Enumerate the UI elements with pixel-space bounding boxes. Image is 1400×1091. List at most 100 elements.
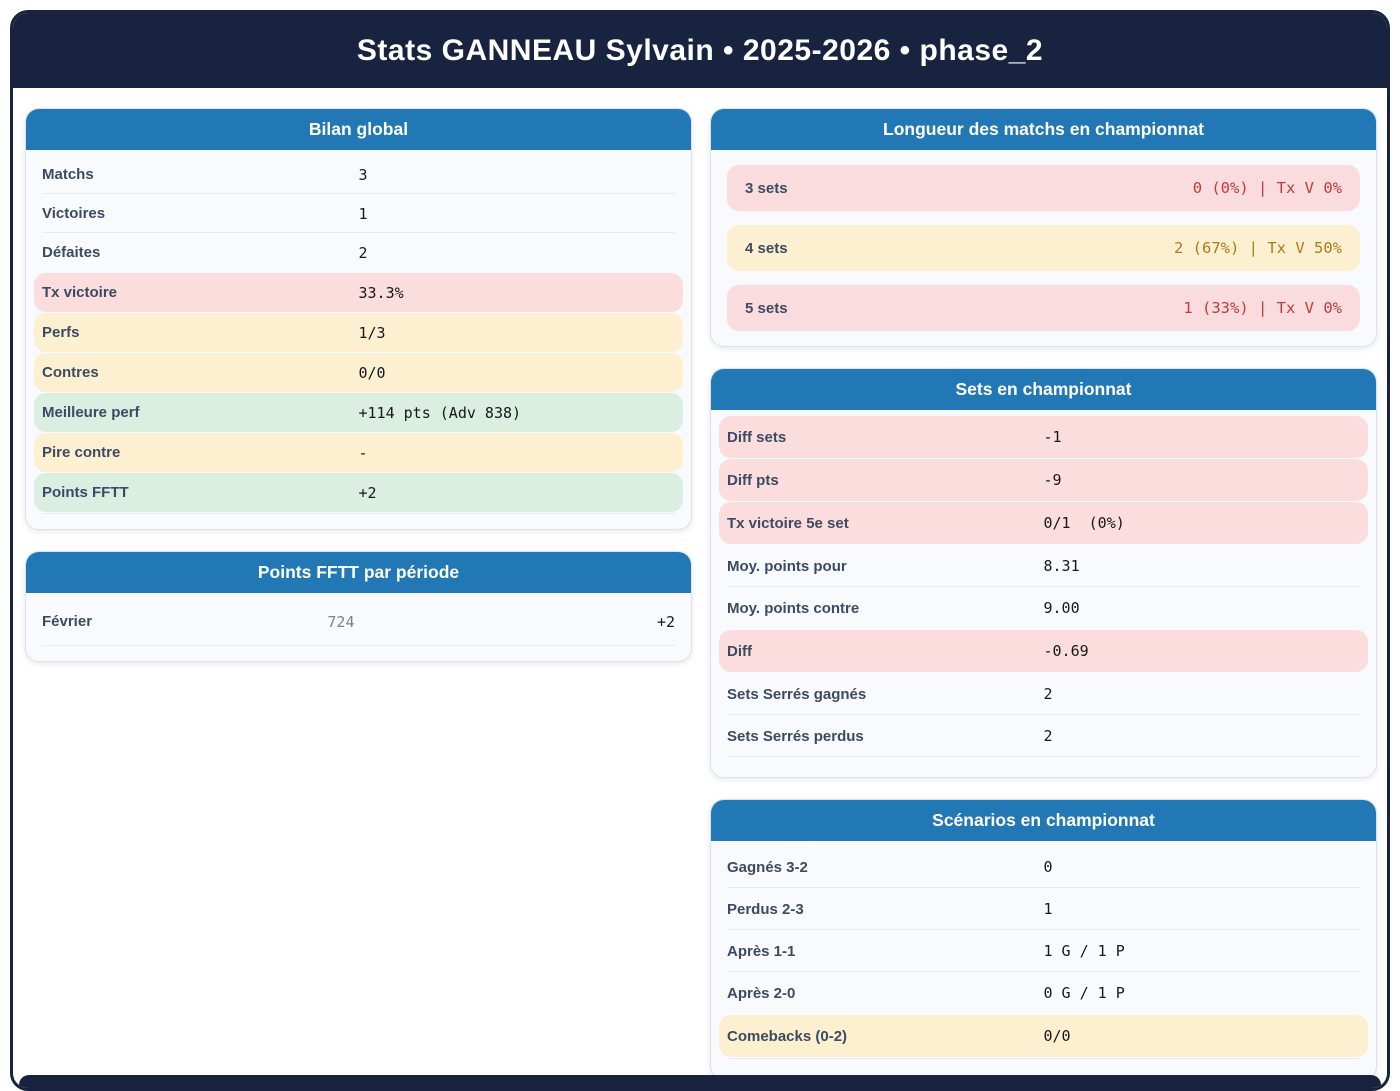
period-rating: 724 <box>327 612 355 631</box>
stat-value: 2 <box>1043 685 1053 703</box>
stat-value: 1 <box>358 204 368 223</box>
match-length-value: 1 (33%) | Tx V 0% <box>1183 299 1342 317</box>
stat-label: Après 2-0 <box>727 984 796 1002</box>
match-length-value: 0 (0%) | Tx V 0% <box>1192 179 1342 197</box>
card-bottom-strip <box>727 1058 1360 1079</box>
stat-value: 2 <box>1043 727 1053 745</box>
longueur-card: Longueur des matchs en championnat 3 set… <box>710 108 1377 347</box>
card-bottom-strip <box>727 757 1360 777</box>
stat-label: Diff sets <box>727 428 787 446</box>
stat-row: Tx victoire 5e set 0/1 (0%) <box>719 502 1368 544</box>
card-bottom-strip <box>42 513 675 529</box>
stat-row: Gagnés 3-2 0 <box>711 846 1376 888</box>
stat-label: Comebacks (0-2) <box>727 1027 848 1045</box>
stat-label: Perdus 2-3 <box>727 900 804 918</box>
points-fftt-card-title: Points FFTT par période <box>26 552 691 593</box>
period-row: Février 724 +2 <box>26 598 691 645</box>
stat-value: 33.3% <box>358 283 404 302</box>
stat-value: 0/1 (0%) <box>1043 514 1125 532</box>
stat-row: Sets Serrés perdus 2 <box>711 715 1376 757</box>
match-length-label: 4 sets <box>745 239 788 257</box>
stat-value: 9.00 <box>1043 599 1080 617</box>
stat-row: Pire contre - <box>34 433 683 472</box>
card-bottom-strip <box>42 645 675 661</box>
period-label: Février <box>42 613 93 630</box>
stat-row: Contres 0/0 <box>34 353 683 392</box>
scenarios-card-title: Scénarios en championnat <box>711 800 1376 841</box>
bilan-card: Bilan global Matchs 3 Victoires 1 Défait… <box>25 108 692 530</box>
stat-value: 2 <box>358 243 368 262</box>
stat-row: Matchs 3 <box>26 155 691 194</box>
stat-value: -1 <box>1043 428 1062 446</box>
match-length-row: 5 sets 1 (33%) | Tx V 0% <box>727 285 1360 331</box>
sets-card-title: Sets en championnat <box>711 369 1376 410</box>
page-title: Stats GANNEAU Sylvain • 2025-2026 • phas… <box>356 33 1044 67</box>
stat-value: - <box>358 443 368 462</box>
stat-value: +2 <box>358 483 377 502</box>
stat-label: Sets Serrés gagnés <box>727 685 867 703</box>
stat-row: Points FFTT +2 <box>34 473 683 512</box>
stat-value: 1/3 <box>358 323 386 342</box>
stat-value: 8.31 <box>1043 557 1080 575</box>
stat-value: 0/0 <box>1043 1027 1071 1045</box>
stat-row: Victoires 1 <box>26 194 691 233</box>
stat-label: Matchs <box>42 166 94 183</box>
stat-value: -9 <box>1043 471 1062 489</box>
stat-label: Défaites <box>42 244 101 261</box>
stat-label: Victoires <box>42 205 106 222</box>
stat-label: Moy. points pour <box>727 557 847 575</box>
stat-label: Contres <box>42 364 99 381</box>
stat-label: Gagnés 3-2 <box>727 858 808 876</box>
stat-row: Diff sets -1 <box>719 416 1368 458</box>
longueur-card-body: 3 sets 0 (0%) | Tx V 0% 4 sets 2 (67%) |… <box>711 150 1376 346</box>
right-column: Longueur des matchs en championnat 3 set… <box>710 108 1377 1080</box>
stat-row: Diff -0.69 <box>719 630 1368 672</box>
match-length-value: 2 (67%) | Tx V 50% <box>1174 239 1342 257</box>
stat-row: Perdus 2-3 1 <box>711 888 1376 930</box>
stat-value: 0 <box>1043 858 1053 876</box>
match-length-row: 3 sets 0 (0%) | Tx V 0% <box>727 165 1360 211</box>
stat-value: 1 <box>1043 900 1053 918</box>
stat-row: Sets Serrés gagnés 2 <box>711 673 1376 715</box>
stat-row: Comebacks (0-2) 0/0 <box>719 1015 1368 1057</box>
stat-label: Après 1-1 <box>727 942 796 960</box>
stat-row: Tx victoire 33.3% <box>34 273 683 312</box>
stat-label: Meilleure perf <box>42 404 140 421</box>
sets-card: Sets en championnat Diff sets -1 Diff pt… <box>710 368 1377 778</box>
stat-label: Tx victoire 5e set <box>727 514 849 532</box>
points-fftt-card: Points FFTT par période Février 724 +2 <box>25 551 692 662</box>
match-length-label: 3 sets <box>745 179 788 197</box>
bilan-card-body: Matchs 3 Victoires 1 Défaites 2 Tx victo… <box>26 150 691 529</box>
page-frame: Stats GANNEAU Sylvain • 2025-2026 • phas… <box>10 10 1390 1091</box>
stat-label: Perfs <box>42 324 80 341</box>
stat-value: -0.69 <box>1043 642 1089 660</box>
stat-row: Meilleure perf +114 pts (Adv 838) <box>34 393 683 432</box>
stat-row: Moy. points pour 8.31 <box>711 545 1376 587</box>
match-length-row: 4 sets 2 (67%) | Tx V 50% <box>727 225 1360 271</box>
stat-label: Pire contre <box>42 444 121 461</box>
stat-row: Après 2-0 0 G / 1 P <box>711 972 1376 1014</box>
app-header: Stats GANNEAU Sylvain • 2025-2026 • phas… <box>13 13 1387 88</box>
stat-value: 0/0 <box>358 363 386 382</box>
stat-label: Points FFTT <box>42 484 129 501</box>
stat-row: Moy. points contre 9.00 <box>711 587 1376 629</box>
content: Bilan global Matchs 3 Victoires 1 Défait… <box>13 88 1387 1080</box>
points-fftt-card-body: Février 724 +2 <box>26 593 691 661</box>
longueur-card-title: Longueur des matchs en championnat <box>711 109 1376 150</box>
left-column: Bilan global Matchs 3 Victoires 1 Défait… <box>25 108 692 1080</box>
match-length-label: 5 sets <box>745 299 788 317</box>
stat-row: Défaites 2 <box>26 233 691 272</box>
stat-label: Diff pts <box>727 471 779 489</box>
sets-card-body: Diff sets -1 Diff pts -9 Tx victoire 5e … <box>711 410 1376 777</box>
stat-value: +114 pts (Adv 838) <box>358 403 522 422</box>
scenarios-card: Scénarios en championnat Gagnés 3-2 0 Pe… <box>710 799 1377 1080</box>
stat-value: 0 G / 1 P <box>1043 984 1125 1002</box>
stat-value: 3 <box>358 165 368 184</box>
stat-label: Sets Serrés perdus <box>727 727 864 745</box>
stat-row: Après 1-1 1 G / 1 P <box>711 930 1376 972</box>
bilan-card-title: Bilan global <box>26 109 691 150</box>
scenarios-card-body: Gagnés 3-2 0 Perdus 2-3 1 Après 1-1 1 G … <box>711 841 1376 1079</box>
period-delta: +2 <box>656 612 675 631</box>
stat-label: Tx victoire <box>42 284 118 301</box>
stat-label: Diff <box>727 642 752 660</box>
